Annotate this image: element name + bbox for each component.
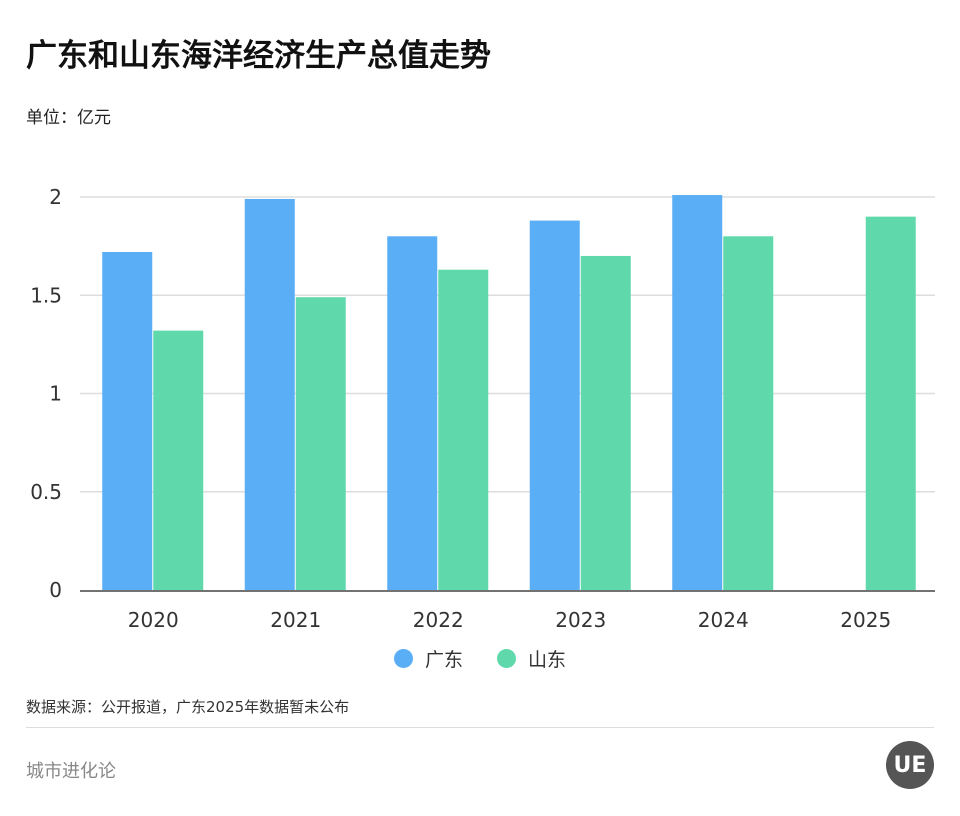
- legend: 广东 山东: [0, 645, 960, 672]
- divider: [26, 727, 934, 728]
- x-tick-label: 2025: [840, 608, 891, 632]
- legend-swatch: [497, 649, 516, 668]
- legend-swatch: [393, 649, 413, 668]
- chart-title: 广东和山东海洋经济生产总值走势: [26, 38, 491, 74]
- x-tick-label: 2022: [413, 608, 464, 632]
- x-tick-label: 2021: [270, 608, 321, 632]
- brand-name: 城市进化论: [26, 761, 116, 782]
- y-tick-label: 0.5: [30, 480, 62, 504]
- y-tick-label: 0: [49, 578, 62, 602]
- x-tick-label: 2024: [698, 608, 749, 632]
- logo-text: UE: [893, 752, 927, 778]
- bar-广东-2020: [102, 252, 153, 590]
- legend-item-shandong[interactable]: 山东: [497, 645, 566, 672]
- bar-广东-2022: [387, 236, 438, 591]
- unit-label: 单位：亿元: [26, 108, 111, 128]
- bar-广东-2023: [529, 220, 580, 590]
- legend-label: 山东: [528, 649, 567, 671]
- brand-logo: UE: [886, 741, 934, 789]
- bar-广东-2021: [244, 198, 295, 590]
- bar-山东-2024: [723, 236, 774, 591]
- bar-山东-2023: [580, 255, 631, 590]
- bar-山东-2021: [295, 297, 346, 590]
- y-tick-label: 2: [49, 185, 62, 209]
- bar-chart: 0 0.5 1 1.5 2 2020 2021 2022 2023 2024 2025: [30, 185, 935, 632]
- x-tick-label: 2023: [555, 608, 606, 632]
- legend-label: 广东: [424, 649, 463, 671]
- bar-山东-2020: [153, 330, 204, 590]
- bar-广东-2024: [672, 195, 723, 590]
- source-note: 数据来源：公开报道，广东2025年数据暂未公布: [26, 698, 350, 716]
- bar-山东-2022: [438, 269, 489, 590]
- y-tick-label: 1: [49, 382, 62, 406]
- legend-item-guangdong[interactable]: 广东: [393, 645, 463, 672]
- bar-山东-2025: [865, 216, 916, 590]
- y-tick-label: 1.5: [30, 283, 62, 307]
- x-tick-label: 2020: [128, 608, 179, 632]
